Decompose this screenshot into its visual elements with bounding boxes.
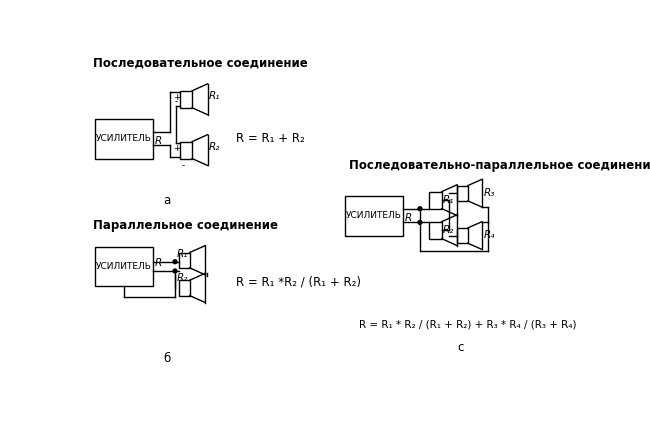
Bar [429, 192, 441, 209]
Circle shape [173, 260, 177, 264]
Text: +: + [173, 93, 180, 102]
Text: -: - [175, 97, 178, 106]
Text: УСИЛИТЕЛЬ: УСИЛИТЕЛЬ [96, 134, 152, 143]
Text: R₂: R₂ [177, 273, 188, 283]
Circle shape [173, 269, 177, 273]
Text: УСИЛИТЕЛЬ: УСИЛИТЕЛЬ [346, 211, 402, 220]
Text: R₄: R₄ [484, 230, 495, 240]
Bar [95, 247, 153, 286]
Text: R₂: R₂ [209, 142, 220, 152]
Bar [179, 91, 192, 108]
Bar [429, 222, 441, 239]
Bar [95, 118, 153, 159]
Bar [457, 186, 468, 201]
Circle shape [418, 207, 422, 211]
Text: R = R₁ * R₂ / (R₁ + R₂) + R₃ * R₄ / (R₃ + R₄): R = R₁ * R₂ / (R₁ + R₂) + R₃ * R₄ / (R₃ … [359, 319, 576, 329]
Text: R = R₁ + R₂: R = R₁ + R₂ [236, 132, 305, 145]
Text: Параллельное соединение: Параллельное соединение [93, 219, 278, 232]
Text: R: R [155, 258, 162, 267]
Text: R: R [404, 212, 411, 222]
Text: Последовательное соединение: Последовательное соединение [93, 57, 307, 70]
Text: R₁: R₁ [209, 91, 220, 101]
Bar [457, 228, 468, 243]
Bar [179, 142, 192, 159]
Text: R = R₁ *R₂ / (R₁ + R₂): R = R₁ *R₂ / (R₁ + R₂) [236, 275, 361, 288]
Text: с: с [458, 341, 464, 354]
Text: а: а [163, 195, 170, 207]
Text: УСИЛИТЕЛЬ: УСИЛИТЕЛЬ [96, 262, 152, 271]
Text: +: + [173, 144, 180, 153]
Text: R: R [155, 135, 162, 146]
Text: R₁: R₁ [177, 250, 188, 259]
Text: R₂: R₂ [443, 225, 454, 235]
Bar [179, 253, 190, 268]
Text: Последовательно-параллельное соединение: Последовательно-параллельное соединение [348, 159, 650, 172]
Text: -: - [182, 161, 185, 170]
Bar [179, 280, 190, 296]
Text: R₁: R₁ [443, 195, 454, 205]
Text: R₃: R₃ [484, 188, 495, 198]
Text: б: б [163, 352, 170, 365]
Circle shape [418, 220, 422, 224]
Bar [344, 195, 403, 236]
